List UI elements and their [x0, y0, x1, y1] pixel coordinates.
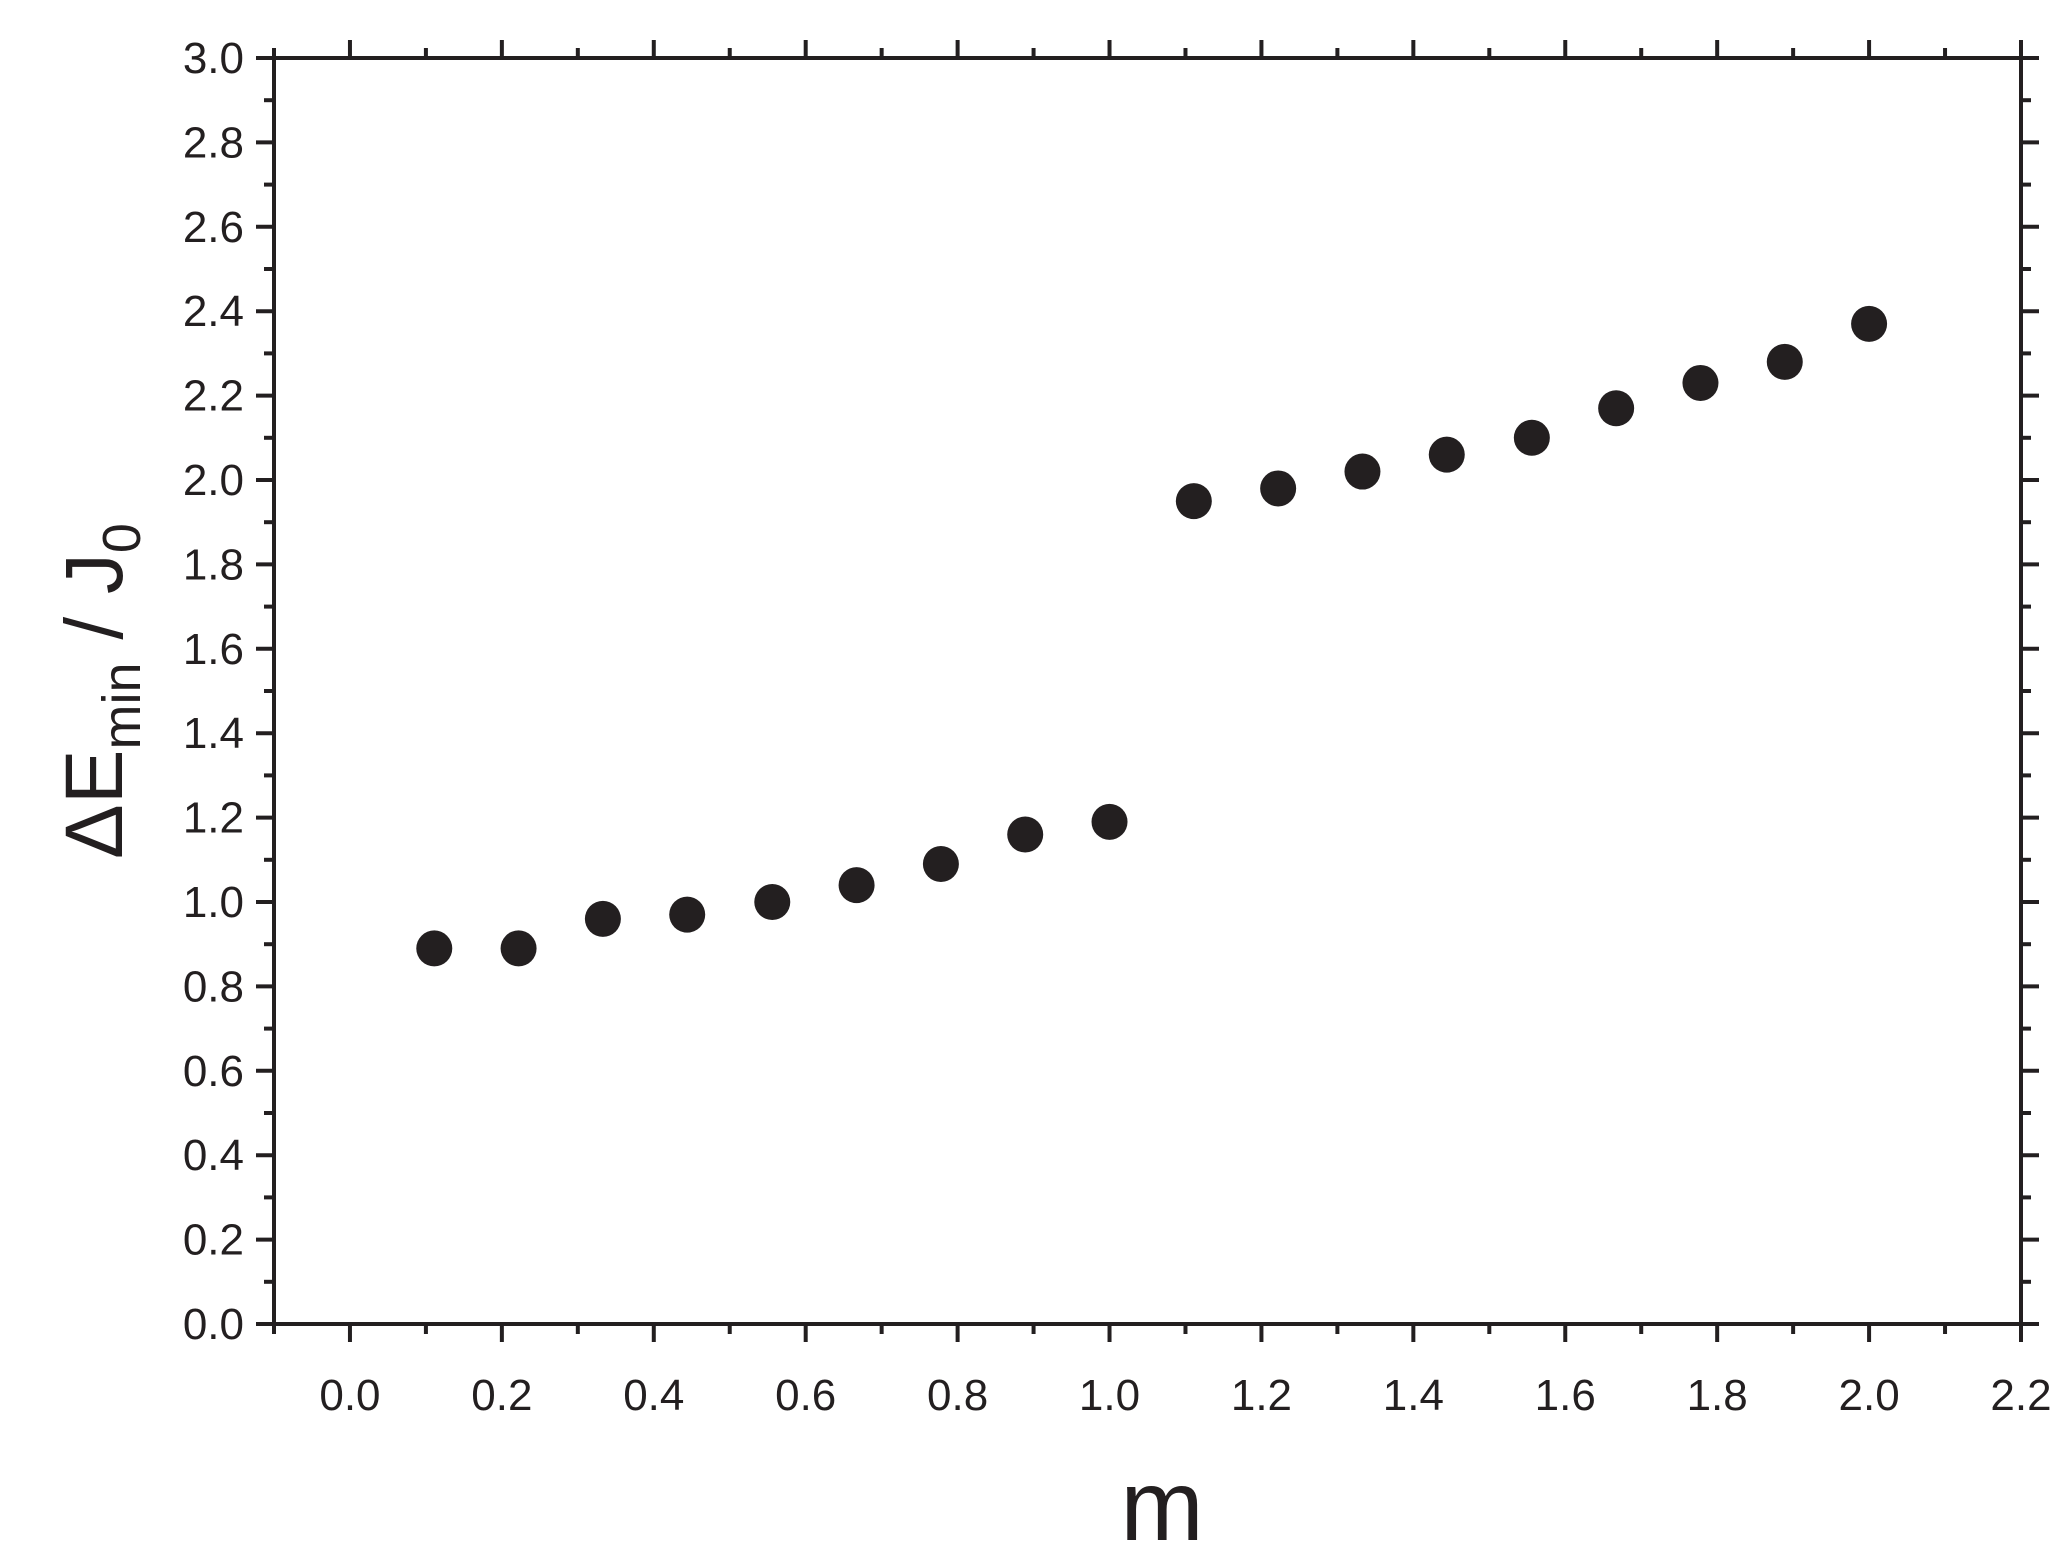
data-point: [1344, 453, 1381, 490]
data-point: [1513, 419, 1550, 456]
data-point: [838, 867, 875, 904]
y-tick-label: 2.6: [183, 203, 244, 252]
y-tick-label: 2.8: [183, 118, 244, 167]
data-point: [922, 846, 959, 883]
y-tick-label: 2.2: [183, 372, 244, 421]
data-point: [500, 930, 537, 967]
data-point: [1428, 436, 1465, 473]
y-tick-label: 1.0: [183, 878, 244, 927]
data-point: [416, 930, 453, 967]
data-point: [1091, 803, 1128, 840]
y-axis-title-middle: / J: [49, 553, 140, 662]
axis-tick-labels: 0.0 0.2 0.4 0.6 0.8 1.0 1.2 1.4 1.6 1.8 2.0 2.2 0.0 0…: [183, 34, 2052, 1420]
data-point: [1682, 364, 1719, 401]
x-tick-label: 1.4: [1383, 1371, 1444, 1420]
data-point: [1260, 470, 1297, 507]
data-point: [1598, 390, 1635, 427]
y-tick-label: 3.0: [183, 34, 244, 83]
y-tick-label: 1.8: [183, 540, 244, 589]
axis-ticks: [256, 40, 2039, 1342]
x-tick-label: 1.2: [1231, 1371, 1292, 1420]
x-tick-label: 2.0: [1839, 1371, 1900, 1420]
data-points: [416, 305, 1888, 967]
x-tick-label: 0.0: [319, 1371, 380, 1420]
y-axis-title-subscript2: 0: [92, 523, 152, 553]
x-tick-label: 1.6: [1535, 1371, 1596, 1420]
data-point: [1175, 483, 1212, 520]
y-axis-title: ΔEmin / J0: [49, 523, 152, 859]
y-tick-label: 0.8: [183, 962, 244, 1011]
y-tick-label: 1.4: [183, 709, 244, 758]
x-tick-label: 1.0: [1079, 1371, 1140, 1420]
x-tick-label: 0.4: [623, 1371, 684, 1420]
data-point: [1007, 816, 1044, 853]
data-point: [1851, 305, 1888, 342]
y-tick-label: 0.2: [183, 1216, 244, 1265]
x-tick-label: 0.8: [927, 1371, 988, 1420]
data-point: [584, 900, 621, 937]
x-tick-label: 0.6: [775, 1371, 836, 1420]
x-tick-label: 1.8: [1687, 1371, 1748, 1420]
y-axis-title-subscript: min: [92, 662, 152, 749]
x-tick-label: 0.2: [471, 1371, 532, 1420]
x-axis-title: m: [1120, 1450, 1203, 1562]
x-tick-label: 2.2: [1990, 1371, 2051, 1420]
plot-frame: [272, 56, 2023, 1326]
y-tick-label: 2.4: [183, 287, 244, 336]
data-point: [754, 884, 791, 920]
y-tick-label: 0.4: [183, 1131, 244, 1180]
data-point: [1766, 343, 1803, 380]
y-tick-label: 2.0: [183, 456, 244, 505]
y-tick-label: 0.0: [183, 1300, 244, 1349]
y-axis-title-prefix: ΔE: [49, 749, 140, 858]
y-tick-label: 1.6: [183, 625, 244, 674]
y-tick-label: 0.6: [183, 1047, 244, 1096]
data-point: [669, 896, 706, 933]
y-tick-label: 1.2: [183, 794, 244, 843]
